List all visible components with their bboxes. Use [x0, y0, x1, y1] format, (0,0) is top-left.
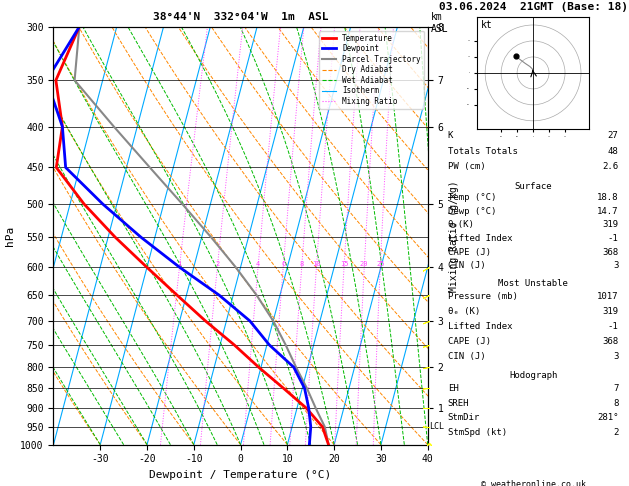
Text: LCL: LCL: [430, 422, 445, 432]
Text: 368: 368: [603, 337, 618, 346]
Text: 20: 20: [360, 261, 369, 267]
Point: [511, 52, 521, 60]
Y-axis label: Mixing Ratio (g/kg): Mixing Ratio (g/kg): [449, 180, 459, 292]
Text: Lifted Index: Lifted Index: [448, 234, 512, 243]
Text: 14.7: 14.7: [597, 207, 618, 216]
Text: 4: 4: [256, 261, 260, 267]
Text: EH: EH: [448, 384, 459, 393]
Text: CAPE (J): CAPE (J): [448, 247, 491, 257]
Text: 3: 3: [613, 261, 618, 270]
Text: 281°: 281°: [597, 413, 618, 422]
Text: 2.6: 2.6: [603, 162, 618, 171]
Text: CAPE (J): CAPE (J): [448, 337, 491, 346]
Text: 18.8: 18.8: [597, 193, 618, 202]
Text: 25: 25: [376, 261, 384, 267]
Text: StmSpd (kt): StmSpd (kt): [448, 428, 507, 437]
Text: CIN (J): CIN (J): [448, 261, 486, 270]
Text: 8: 8: [613, 399, 618, 408]
Text: CIN (J): CIN (J): [448, 352, 486, 361]
Text: Surface: Surface: [515, 182, 552, 191]
Text: Dewp (°C): Dewp (°C): [448, 207, 496, 216]
Y-axis label: hPa: hPa: [4, 226, 14, 246]
Text: -1: -1: [608, 322, 618, 331]
Text: km
ASL: km ASL: [431, 12, 448, 34]
Text: θₑ(K): θₑ(K): [448, 221, 475, 229]
Text: Temp (°C): Temp (°C): [448, 193, 496, 202]
Legend: Temperature, Dewpoint, Parcel Trajectory, Dry Adiabat, Wet Adiabat, Isotherm, Mi: Temperature, Dewpoint, Parcel Trajectory…: [320, 31, 424, 109]
Text: 319: 319: [603, 221, 618, 229]
Text: kt: kt: [481, 20, 493, 30]
Text: 6: 6: [281, 261, 286, 267]
Text: 38°44'N  332°04'W  1m  ASL: 38°44'N 332°04'W 1m ASL: [153, 12, 328, 22]
Text: © weatheronline.co.uk: © weatheronline.co.uk: [481, 480, 586, 486]
Text: 03.06.2024  21GMT (Base: 18): 03.06.2024 21GMT (Base: 18): [438, 2, 628, 12]
Text: 27: 27: [608, 131, 618, 140]
Text: 3: 3: [613, 352, 618, 361]
Text: Most Unstable: Most Unstable: [498, 279, 568, 288]
Text: SREH: SREH: [448, 399, 469, 408]
Text: 1: 1: [177, 261, 182, 267]
Text: Pressure (mb): Pressure (mb): [448, 292, 518, 301]
Text: 7: 7: [613, 384, 618, 393]
Text: StmDir: StmDir: [448, 413, 480, 422]
Text: 48: 48: [608, 147, 618, 156]
Text: 368: 368: [603, 247, 618, 257]
Text: Lifted Index: Lifted Index: [448, 322, 512, 331]
Text: -1: -1: [608, 234, 618, 243]
X-axis label: Dewpoint / Temperature (°C): Dewpoint / Temperature (°C): [150, 470, 331, 480]
Text: 2: 2: [613, 428, 618, 437]
Text: 15: 15: [340, 261, 348, 267]
Text: PW (cm): PW (cm): [448, 162, 486, 171]
Text: 1017: 1017: [597, 292, 618, 301]
Text: Hodograph: Hodograph: [509, 371, 557, 380]
Text: 2: 2: [215, 261, 220, 267]
Text: 8: 8: [299, 261, 304, 267]
Text: 10: 10: [312, 261, 321, 267]
Text: K: K: [448, 131, 453, 140]
Text: Totals Totals: Totals Totals: [448, 147, 518, 156]
Text: 319: 319: [603, 307, 618, 316]
Text: θₑ (K): θₑ (K): [448, 307, 480, 316]
